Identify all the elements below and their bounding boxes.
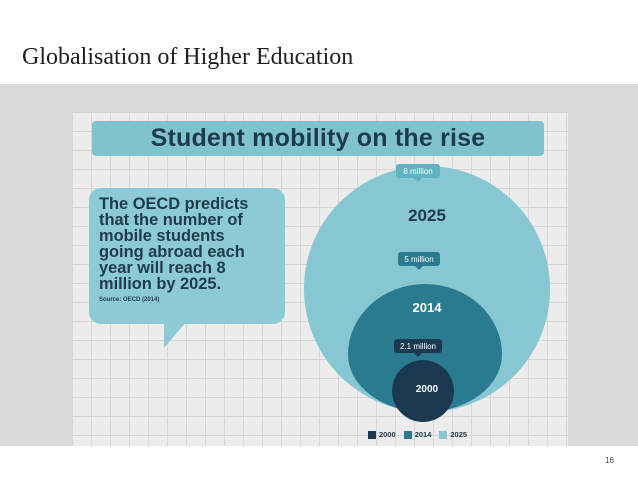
legend-label: 2014 [414,430,432,439]
legend-label: 2000 [379,430,396,439]
value-tag-2025: 8 million [396,164,440,182]
callout-bubble: The OECD predicts that the number of mob… [89,188,285,324]
year-label-2000: 2000 [415,384,439,395]
infographic-banner: Student mobility on the rise [92,121,544,156]
legend-item-2000: 2000 [368,430,396,439]
legend-label: 2025 [450,430,468,439]
callout-source: Source: OECD (2014) [99,297,160,303]
banner-title: Student mobility on the rise [150,124,486,152]
infographic: Student mobility on the rise The OECD pr… [72,112,568,446]
circle-2000 [392,360,454,422]
page-number: 16 [605,456,614,465]
value-tag-2000: 2.1 million [394,339,442,357]
legend-swatch [403,430,412,439]
callout-text: The OECD predicts that the number of mob… [99,195,249,293]
year-label-2025: 2025 [408,206,446,225]
value-tag-2014: 5 million [398,252,440,270]
year-label-2014: 2014 [412,300,442,315]
legend-item-2014: 2014 [403,430,432,439]
slide-title: Globalisation of Higher Education [22,44,354,70]
legend-swatch [368,430,376,439]
legend-swatch [439,430,448,439]
legend: 2000 2014 2025 [368,430,467,439]
callout-tail [164,322,186,348]
legend-item-2025: 2025 [439,430,467,439]
